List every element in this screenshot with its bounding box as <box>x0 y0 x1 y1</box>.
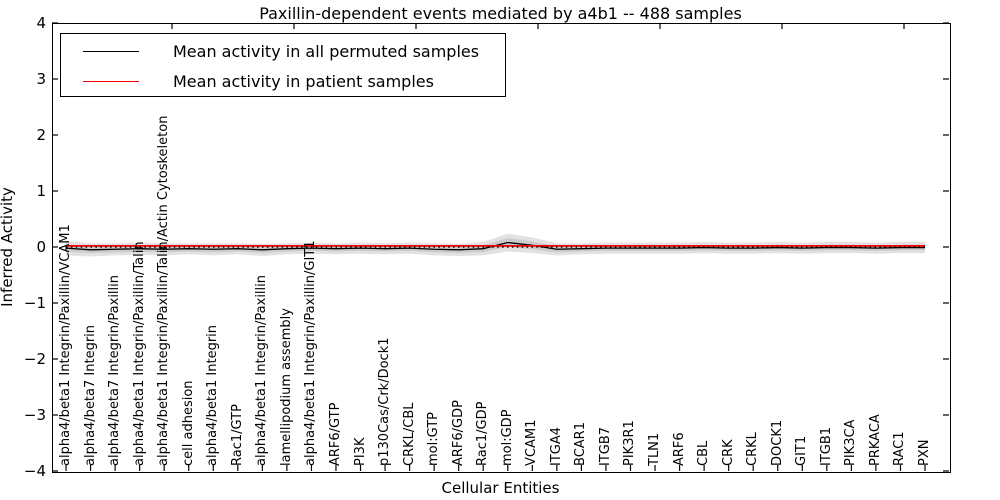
x-tick-label: cell adhesion <box>180 380 196 466</box>
x-tick-label: alpha4/beta1 Integrin <box>205 324 221 466</box>
legend-box: Mean activity in all permuted samples Me… <box>60 33 506 97</box>
y-tick-label: 4 <box>36 14 46 32</box>
x-tick-label: TLN1 <box>647 432 663 466</box>
x-tick-label: ARF6 <box>671 432 687 466</box>
legend-label: Mean activity in patient samples <box>173 71 434 91</box>
x-tick-label: CRK <box>720 439 736 466</box>
x-tick-label: CBL <box>696 440 712 466</box>
x-tick-label: alpha4/beta1 Integrin/Paxillin/Talin/Act… <box>156 115 172 466</box>
x-tick-label: PXN <box>917 439 932 466</box>
x-tick-label: PRKACA <box>867 414 883 466</box>
x-tick-label: alpha4/beta1 Integrin/Paxillin <box>254 274 270 466</box>
y-tick-label: 2 <box>36 126 46 144</box>
x-tick-label: VCAM1 <box>524 419 540 466</box>
x-tick-label: ITGB1 <box>818 426 834 466</box>
x-tick-label: Rac1/GDP <box>475 401 491 466</box>
x-tick-label: PIK3R1 <box>622 420 638 466</box>
x-tick-label: PI3K <box>352 437 368 466</box>
x-tick-label: mol:GDP <box>499 409 515 466</box>
x-tick-label: GIT1 <box>794 435 810 466</box>
y-tick-label: −2 <box>23 350 46 368</box>
legend-label: Mean activity in all permuted samples <box>173 41 480 61</box>
legend-line-red <box>83 80 139 82</box>
y-tick-label: 3 <box>36 70 46 88</box>
x-tick-label: mol:GTP <box>426 412 442 466</box>
x-tick-label: BCAR1 <box>573 422 589 466</box>
legend-item-permuted: Mean activity in all permuted samples <box>61 36 505 66</box>
y-tick-label: 0 <box>36 238 46 256</box>
y-tick-label: −1 <box>23 294 46 312</box>
x-tick-label: alpha4/beta1 Integrin/Paxillin/VCAM1 <box>58 224 73 466</box>
y-tick-label: −4 <box>23 462 46 480</box>
chart-title: Paxillin-dependent events mediated by a4… <box>259 4 742 23</box>
x-tick-label: RAC1 <box>892 431 908 466</box>
x-tick-label: alpha4/beta7 Integrin <box>82 324 98 466</box>
x-tick-label: lamellipodium assembly <box>278 308 294 466</box>
x-tick-label: ARF6/GDP <box>450 400 466 466</box>
x-tick-label: CRKL <box>745 432 761 466</box>
x-tick-label: alpha4/beta7 Integrin/Paxillin <box>107 274 123 466</box>
x-axis-label: Cellular Entities <box>441 479 560 497</box>
legend-item-patient: Mean activity in patient samples <box>61 66 505 96</box>
x-tick-label: p130Cas/Crk/Dock1 <box>377 337 393 466</box>
y-tick-label: 1 <box>36 182 46 200</box>
x-tick-label: alpha4/beta1 Integrin/Paxillin/Talin <box>131 241 147 466</box>
legend-line-black <box>83 50 139 52</box>
x-tick-label: DOCK1 <box>769 419 785 466</box>
x-tick-label: Rac1/GTP <box>229 404 245 466</box>
y-tick-label: −3 <box>23 406 46 424</box>
x-tick-label: alpha4/beta1 Integrin/Paxillin/GIT1 <box>303 240 319 466</box>
x-tick-label: ITGB7 <box>597 426 613 466</box>
x-tick-label: ITGA4 <box>548 426 564 466</box>
x-tick-label: ARF6/GTP <box>327 402 343 466</box>
x-tick-label: PIK3CA <box>843 419 859 466</box>
x-tick-label: CRKL/CBL <box>401 402 417 467</box>
